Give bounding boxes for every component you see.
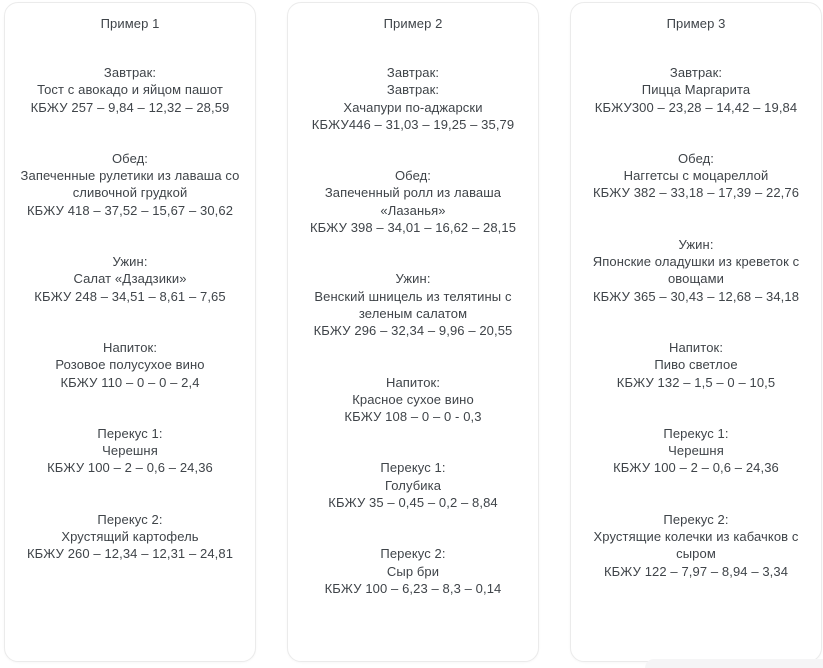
meal-block: Обед: Запеченный ролл из лаваша «Лазанья»… [302,167,524,236]
meal-line: КБЖУ 248 – 34,51 – 8,61 – 7,65 [34,288,226,304]
meal-line: КБЖУ 110 – 0 – 0 – 2,4 [60,374,200,390]
meal-line: Обед: [111,150,149,166]
card-blocks: Завтрак: Тост с авокадо и яйцом пашот КБЖУ… [19,64,241,563]
example-card: Пример 3 Завтрак: Пицца Маргарита КБЖУ300 … [570,2,822,662]
meal-line: Напиток: [385,374,441,390]
meal-line: КБЖУ446 – 31,03 – 19,25 – 35,79 [311,116,515,132]
meal-line: КБЖУ 100 – 2 – 0,6 – 24,36 [47,460,213,476]
card-blocks: Завтрак: Пицца Маргарита КБЖУ300 – 23,28 –… [585,64,807,580]
meal-line: Запеченные рулетики из лаваша со сливочн… [20,168,240,201]
meal-line: Розовое полусухое вино [55,357,205,373]
meal-line: Наггетсы с моцареллой [623,168,769,184]
meal-line: Перекус 1: [380,460,446,476]
meal-block: Перекус 1: Голубика КБЖУ 35 – 0,45 – 0,2 –… [302,459,524,511]
meal-line: КБЖУ 132 – 1,5 – 0 – 10,5 [616,374,776,390]
meal-line: Напиток: [668,339,724,355]
meal-line: Перекус 2: [97,511,163,527]
meal-line: Завтрак: [669,65,723,80]
example-card: Пример 2 Завтрак: Завтрак: Хачапури по-адж… [287,2,539,662]
meal-line: Напиток: [102,339,158,355]
meal-line: Завтрак: [386,65,440,80]
meal-block: Перекус 2: Хрустящие колечки из кабачков … [585,511,807,580]
meal-line: Обед: [677,150,715,166]
meal-block: Напиток: Розовое полусухое вино КБЖУ 110 –… [19,339,241,391]
meal-line: КБЖУ 296 – 32,34 – 9,96 – 20,55 [313,323,513,339]
meal-line: Перекус 1: [663,425,729,441]
meal-block: Завтрак: Тост с авокадо и яйцом пашот КБЖУ… [19,64,241,116]
meal-line: Обед: [394,168,432,184]
meal-block: Ужин: Венский шницель из телятины с зелен… [302,270,524,339]
meal-line: Черешня [668,443,724,459]
meal-line: КБЖУ 100 – 6,23 – 8,3 – 0,14 [324,580,502,596]
meal-block: Ужин: Салат «Дзадзики» КБЖУ 248 – 34,51 – … [19,253,241,305]
meal-line: Перекус 2: [663,511,729,527]
meal-block: Перекус 2: Сыр бри КБЖУ 100 – 6,23 – 8,3 –… [302,545,524,597]
card-title: Пример 3 [666,16,726,31]
meal-line: Венский шницель из телятины с зеленым са… [314,288,512,321]
cards-row: Пример 1 Завтрак: Тост с авокадо и яйцом … [4,2,822,662]
card-title: Пример 2 [383,16,443,31]
meal-line: Японские оладушки из креветок с овощами [592,254,800,287]
meal-line: Перекус 2: [380,546,446,562]
meal-line: Черешня [102,443,158,459]
meal-line: КБЖУ 365 – 30,43 – 12,68 – 34,18 [592,288,800,304]
meal-line: Пицца Маргарита [641,82,751,98]
meal-line: КБЖУ 35 – 0,45 – 0,2 – 8,84 [328,495,498,511]
partial-element-bottom-right [645,659,823,668]
meal-line: Ужин: [395,271,431,287]
meal-block: Обед: Наггетсы с моцареллой КБЖУ 382 – 33,… [585,150,807,202]
card-blocks: Завтрак: Завтрак: Хачапури по-аджарски КБЖУ… [302,64,524,597]
meal-block: Завтрак: Завтрак: Хачапури по-аджарски КБЖУ… [302,64,524,133]
meal-line: КБЖУ 418 – 37,52 – 15,67 – 30,62 [26,202,234,218]
meal-line: КБЖУ 382 – 33,18 – 17,39 – 22,76 [592,185,800,201]
meal-line: Перекус 1: [97,425,163,441]
meal-block: Завтрак: Пицца Маргарита КБЖУ300 – 23,28 –… [585,64,807,116]
meal-block: Перекус 2: Хрустящий картофель КБЖУ 260 – … [19,511,241,563]
meal-line: Хачапури по-аджарски [343,99,483,115]
meal-line: Хрустящие колечки из кабачков с сыром [593,529,799,562]
example-card: Пример 1 Завтрак: Тост с авокадо и яйцом … [4,2,256,662]
meal-line: КБЖУ 398 – 34,01 – 16,62 – 28,15 [309,220,517,236]
meal-line: Пиво светлое [654,357,738,373]
meal-line: Тост с авокадо и яйцом пашот [37,82,223,98]
meal-line: Ужин: [678,236,714,252]
meal-block: Напиток: Красное сухое вино КБЖУ 108 – 0 –… [302,374,524,426]
meal-line: Завтрак: [386,82,440,98]
meal-line: КБЖУ 108 – 0 – 0 - 0,3 [344,409,482,425]
meal-block: Перекус 1: Черешня КБЖУ 100 – 2 – 0,6 – 24… [585,425,807,477]
card-title: Пример 1 [100,16,160,31]
meal-block: Обед: Запеченные рулетики из лаваша со сл… [19,150,241,219]
meal-line: КБЖУ 257 – 9,84 – 12,32 – 28,59 [30,99,230,115]
meal-line: Красное сухое вино [352,391,474,407]
meal-line: КБЖУ 100 – 2 – 0,6 – 24,36 [613,460,779,476]
meal-line: КБЖУ 122 – 7,97 – 8,94 – 3,34 [603,563,789,579]
meal-line: Голубика [384,477,442,493]
meal-line: Салат «Дзадзики» [73,271,187,287]
meal-line: Ужин: [112,254,148,270]
meal-line: Хрустящий картофель [61,529,199,545]
meal-block: Ужин: Японские оладушки из креветок с ово… [585,236,807,305]
meal-line: Сыр бри [386,563,440,579]
meal-line: Завтрак: [103,65,157,80]
meal-line: КБЖУ300 – 23,28 – 14,42 – 19,84 [594,99,798,115]
meal-block: Перекус 1: Черешня КБЖУ 100 – 2 – 0,6 – 24… [19,425,241,477]
meal-line: КБЖУ 260 – 12,34 – 12,31 – 24,81 [26,546,234,562]
meal-block: Напиток: Пиво светлое КБЖУ 132 – 1,5 – 0 –… [585,339,807,391]
meal-line: Запеченный ролл из лаваша «Лазанья» [324,185,502,218]
